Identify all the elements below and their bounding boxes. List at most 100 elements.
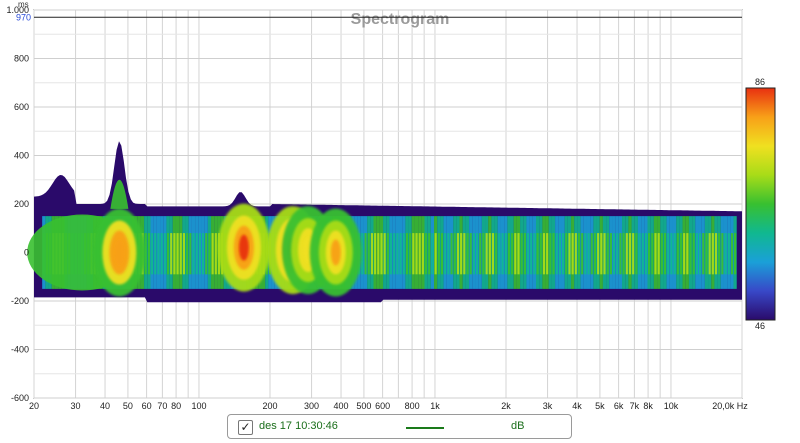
legend-box: ✓ des 17 10:30:46 dB <box>227 414 572 439</box>
mode-stripe-inner <box>466 233 469 275</box>
mode-stripe-inner <box>714 233 718 275</box>
mode-stripe-inner <box>616 233 619 275</box>
mode-stripe-inner <box>491 233 495 275</box>
mode-stripe-inner <box>431 233 434 275</box>
x-tick-label: 70 <box>157 401 167 411</box>
mode-stripe-inner <box>214 233 217 275</box>
mode-stripe-inner <box>705 233 708 275</box>
x-tick-label: 1k <box>430 401 440 411</box>
x-tick-label: 50 <box>123 401 133 411</box>
mode-stripe-inner <box>625 233 628 275</box>
x-tick-label: 40 <box>100 401 110 411</box>
mode-stripe-inner <box>724 233 727 275</box>
x-tick-label: 300 <box>304 401 319 411</box>
mode-stripe-inner <box>374 233 377 275</box>
mode-stripe-inner <box>482 233 485 275</box>
y-tick-label: -400 <box>11 345 29 355</box>
x-tick-label: 2k <box>501 401 511 411</box>
mode-stripe-inner <box>453 233 456 275</box>
mode-stripe-inner <box>692 233 695 275</box>
mode-stripe-inner <box>523 233 526 275</box>
mode-stripe-inner <box>549 233 552 275</box>
x-tick-label: 10k <box>664 401 679 411</box>
peak-hotspot <box>330 239 341 266</box>
mode-stripe-inner <box>606 233 609 275</box>
x-tick-label: 5k <box>595 401 605 411</box>
mode-stripe-inner <box>571 233 574 275</box>
mode-stripe-inner <box>469 233 472 275</box>
mode-stripe-inner <box>163 233 166 275</box>
mode-stripe-inner <box>409 233 412 275</box>
mode-stripe-inner <box>702 233 705 275</box>
time-cursor-label: 970 <box>16 12 31 22</box>
mode-stripe-inner <box>428 233 431 275</box>
mode-stripe-inner <box>517 233 520 275</box>
mode-stripe-inner <box>600 233 603 275</box>
mode-stripe-inner <box>609 233 612 275</box>
mode-stripe-inner <box>530 233 533 275</box>
mode-stripe-inner <box>202 233 205 275</box>
x-tick-label: 80 <box>171 401 181 411</box>
mode-stripe-inner <box>389 233 393 275</box>
mode-stripe-inner <box>565 233 568 275</box>
mode-stripe-inner <box>730 233 734 275</box>
mode-stripe-inner <box>192 233 195 275</box>
colorbar: 86 46 <box>745 77 776 331</box>
mode-stripe-inner <box>734 233 737 275</box>
x-tick-label: 500 <box>356 401 371 411</box>
mode-stripe-inner <box>660 233 663 275</box>
mode-stripe-inner <box>418 233 421 275</box>
mode-stripe-inner <box>552 233 555 275</box>
mode-stripe-inner <box>619 233 622 275</box>
legend-checkbox[interactable]: ✓ <box>238 420 253 435</box>
y-axis-ticks: 1.000 800 600 400 200 0 -200 -400 -600 <box>6 5 29 403</box>
mode-stripe-inner <box>211 233 214 275</box>
mode-stripe-inner <box>654 233 657 275</box>
mode-stripe-inner <box>520 233 523 275</box>
mode-stripe-inner <box>151 233 154 275</box>
mode-stripe-inner <box>399 233 402 275</box>
mode-stripe-inner <box>695 233 698 275</box>
mode-stripe-inner <box>361 233 364 275</box>
mode-stripe-inner <box>504 233 507 275</box>
mode-stripe-inner <box>648 233 651 275</box>
mode-stripe-inner <box>402 233 405 275</box>
mode-stripe-inner <box>166 233 170 275</box>
peak-hotspot <box>238 234 249 261</box>
mode-stripe-inner <box>708 233 711 275</box>
mode-stripe-inner <box>370 233 373 275</box>
mode-stripe-inner <box>679 233 683 275</box>
x-tick-label: 600 <box>375 401 390 411</box>
mode-stripe-inner <box>170 233 173 275</box>
mode-stripe-inner <box>205 233 208 275</box>
x-tick-label: 3k <box>543 401 553 411</box>
y-tick-label: 600 <box>14 102 29 112</box>
mode-stripe-inner <box>396 233 399 275</box>
mode-stripe-inner <box>367 233 370 275</box>
mode-stripe-inner <box>689 233 692 275</box>
mode-stripe-inner <box>437 233 440 275</box>
mode-stripe-inner <box>568 233 571 275</box>
mode-stripe-inner <box>711 233 714 275</box>
x-tick-label: 60 <box>142 401 152 411</box>
legend-series-label: des 17 10:30:46 <box>259 420 338 432</box>
chart-title: Spectrogram <box>351 11 450 28</box>
mode-stripe-inner <box>577 233 581 275</box>
mode-stripe-inner <box>635 233 638 275</box>
mode-stripe-inner <box>511 233 514 275</box>
mode-stripe-inner <box>157 233 160 275</box>
mode-stripe-inner <box>488 233 491 275</box>
mode-stripe-inner <box>542 233 546 275</box>
peak-ridge <box>110 179 129 209</box>
mode-stripe-inner <box>479 233 482 275</box>
mode-stripe-inner <box>383 233 386 275</box>
mode-stripe-inner <box>450 233 453 275</box>
x-tick-label: 8k <box>643 401 653 411</box>
mode-stripe-inner <box>526 233 530 275</box>
mode-stripe-inner <box>463 233 466 275</box>
mode-stripe-inner <box>364 233 367 275</box>
mode-stripe-inner <box>546 233 549 275</box>
mode-stripe-inner <box>154 233 157 275</box>
spectrogram-chart: 1.000 800 600 400 200 0 -200 -400 -600 20 30 40 50 6… <box>6 0 776 411</box>
x-tick-label: 6k <box>614 401 624 411</box>
